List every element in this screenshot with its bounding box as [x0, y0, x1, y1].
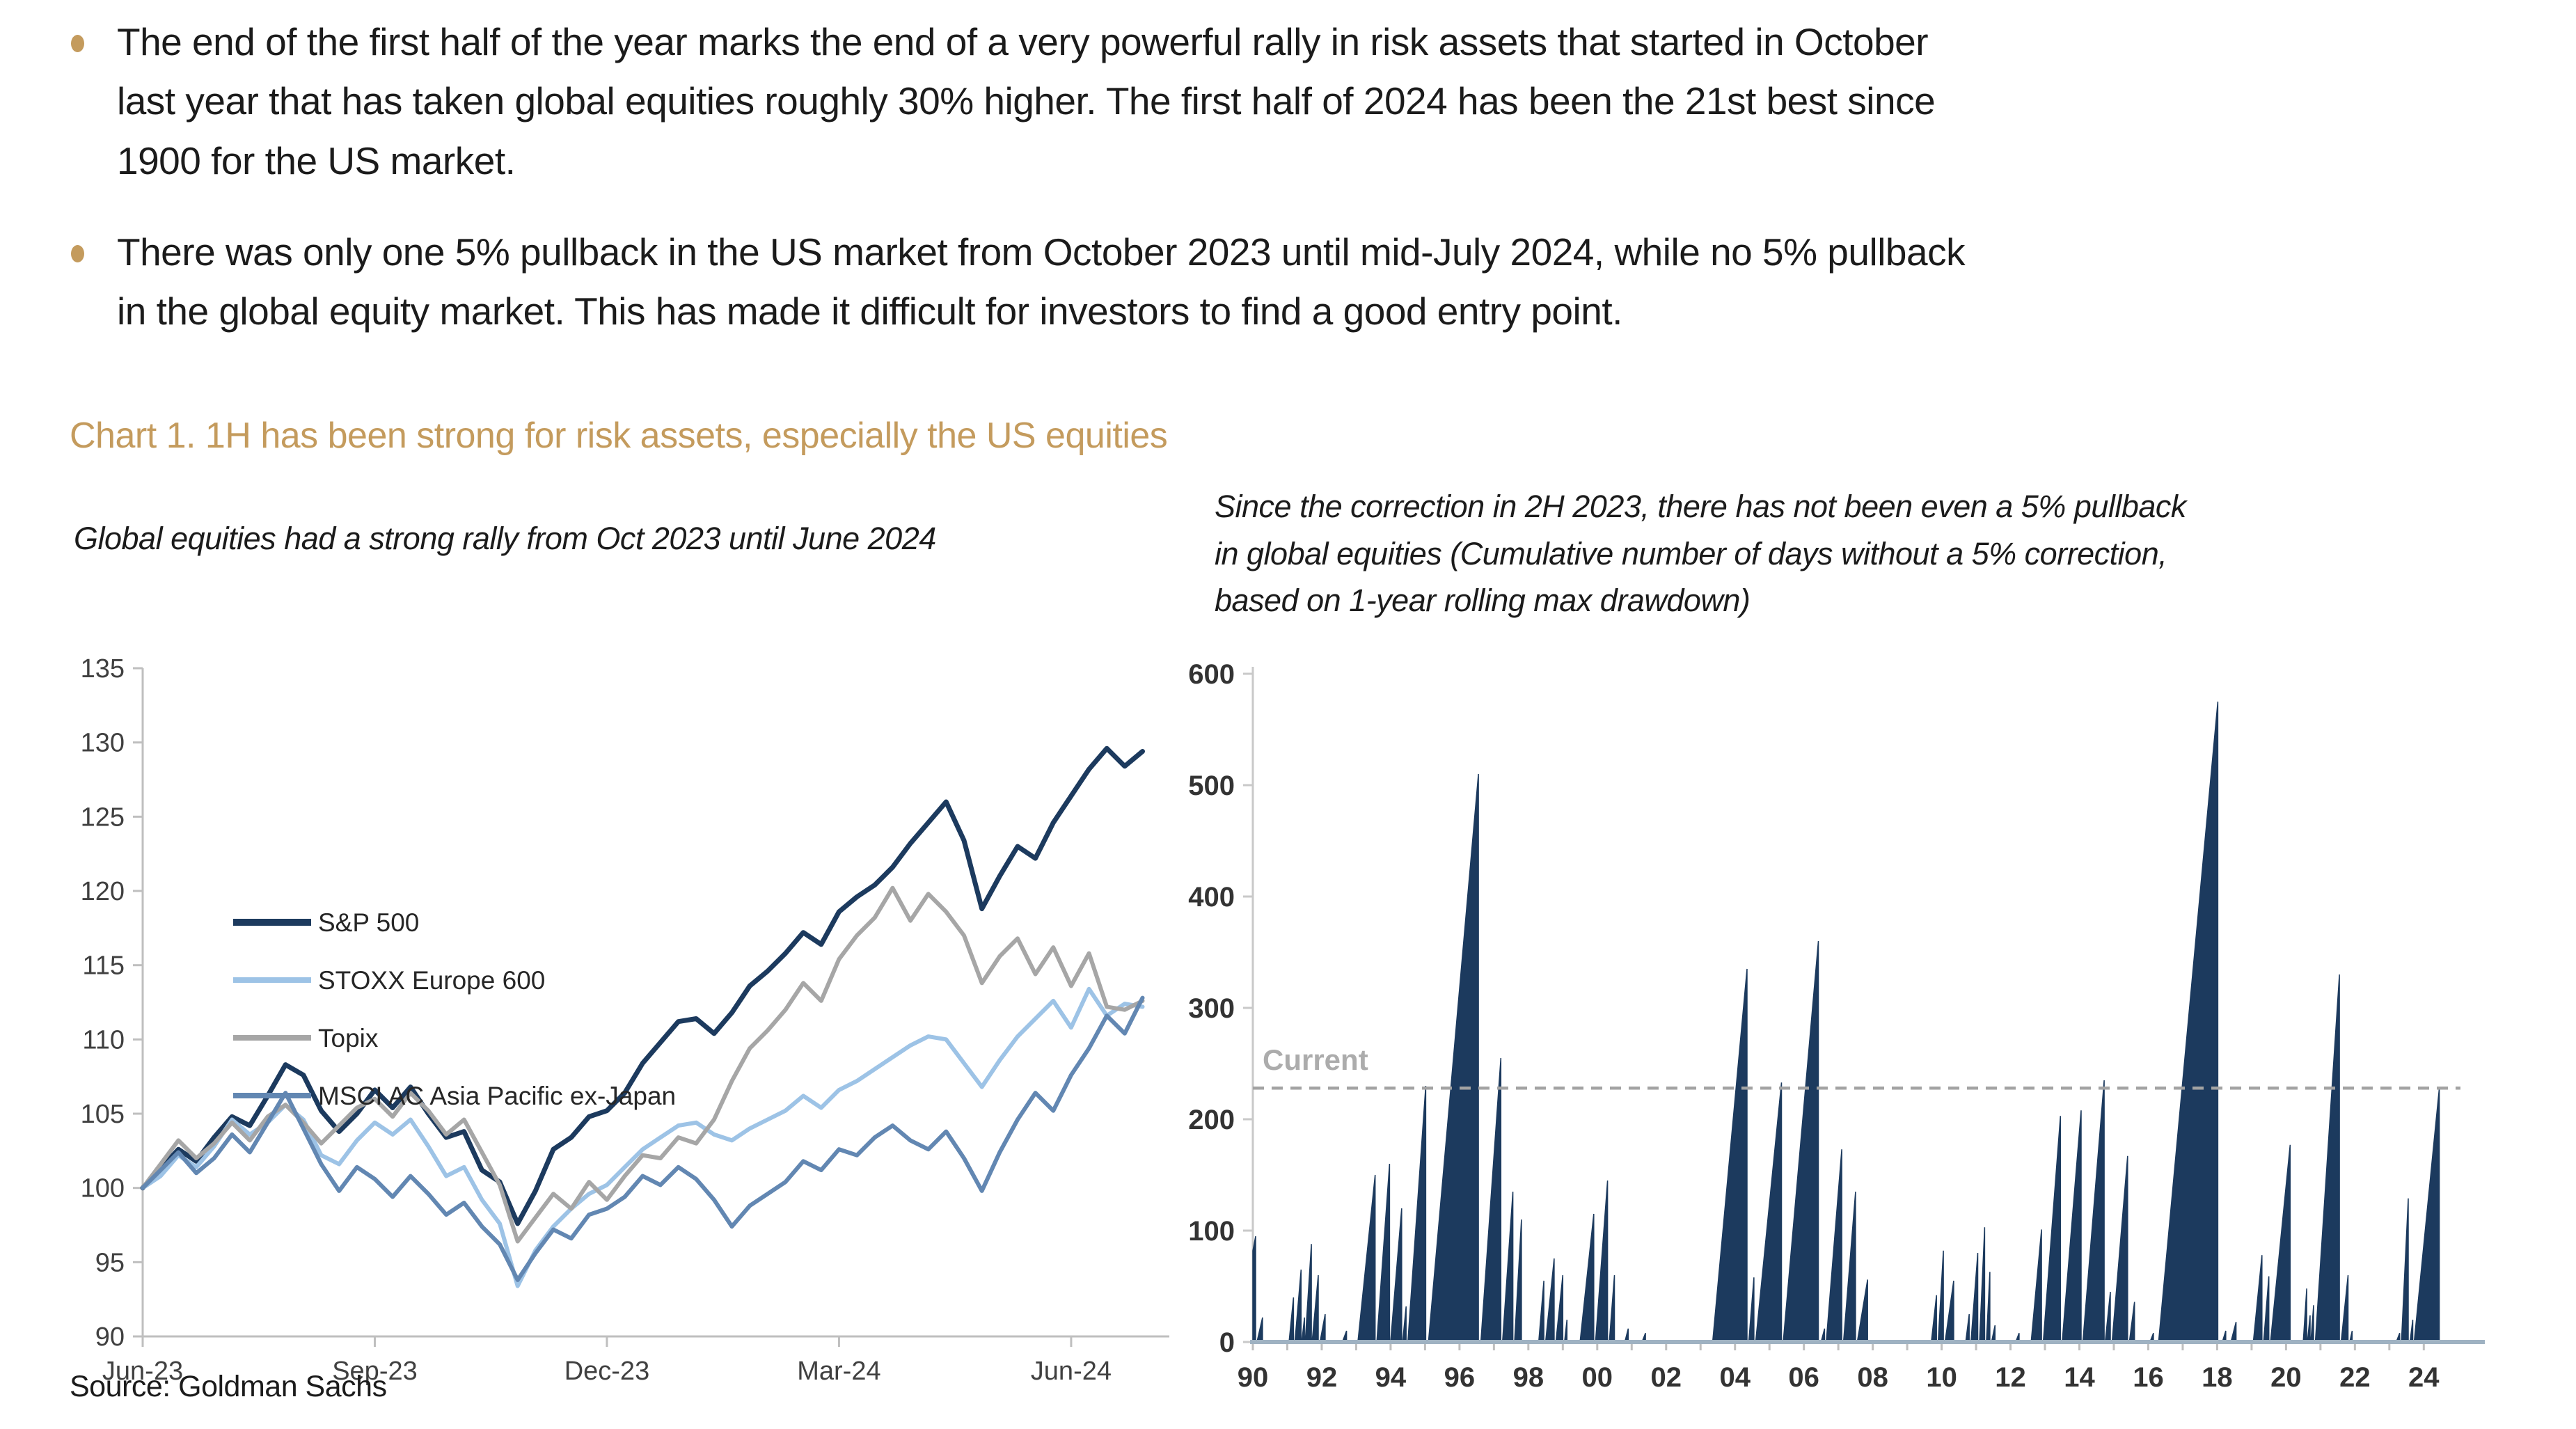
tick-label: Jun-24	[1031, 1357, 1112, 1386]
tick-label: 98	[1513, 1362, 1544, 1393]
legend-item: S&P 500	[233, 908, 419, 937]
tick-label: 04	[1719, 1362, 1751, 1393]
tick-label: 92	[1306, 1362, 1338, 1393]
legend-item: MSCI AC Asia Pacific ex-Japan	[233, 1082, 676, 1110]
tick-label: 200	[1188, 1105, 1235, 1135]
left-y-tick-labels: 90 95 100 105 110 115 120 125 130 135	[81, 654, 125, 1352]
left-chart-legend: S&P 500 STOXX Europe 600 Topix MSCI AC Asia…	[233, 908, 676, 1110]
current-label: Current	[1263, 1043, 1368, 1076]
bullet-dot-icon	[71, 35, 84, 52]
tick-label: 95	[95, 1248, 125, 1277]
legend-label: STOXX Europe 600	[318, 966, 545, 995]
bullet-item: There was only one 5% pullback in the US…	[70, 223, 2506, 342]
tick-label: 10	[1926, 1362, 1957, 1393]
right-y-tick-labels: 0 100 200 300 400 500 600	[1188, 659, 1235, 1358]
bullet-text: The end of the first half of the year ma…	[117, 20, 1936, 182]
series-line-stoxx-europe-600	[141, 986, 1145, 1288]
tick-label: 105	[81, 1100, 125, 1129]
tick-label: Mar-24	[797, 1357, 880, 1386]
tick-label: 14	[2064, 1362, 2095, 1393]
tick-label: 90	[1238, 1362, 1269, 1393]
bullet-list: The end of the first half of the year ma…	[70, 13, 2506, 373]
tick-label: 18	[2202, 1362, 2233, 1393]
source-note: Source: Goldman Sachs	[70, 1370, 387, 1403]
bullet-item: The end of the first half of the year ma…	[70, 13, 2506, 191]
tick-label: Dec-23	[564, 1357, 650, 1386]
tick-label: 96	[1444, 1362, 1476, 1393]
right-area-chart: 0 100 200 300 400 500 600 90 92 94 96 98 00 02 04 06 08 1…	[1188, 659, 2485, 1393]
series-line-topix	[141, 885, 1145, 1244]
tick-label: 16	[2133, 1362, 2164, 1393]
bullet-text: There was only one 5% pullback in the US…	[117, 230, 1966, 333]
tick-label: 600	[1188, 659, 1235, 690]
tick-label: 115	[82, 952, 125, 981]
tick-label: 100	[1188, 1216, 1235, 1247]
tick-label: 500	[1188, 771, 1235, 801]
tick-label: 120	[81, 877, 125, 906]
tick-label: 08	[1857, 1362, 1888, 1393]
bullet-dot-icon	[71, 244, 84, 262]
legend-label: Topix	[318, 1024, 379, 1052]
tick-label: 00	[1582, 1362, 1613, 1393]
chart-section-title: Chart 1. 1H has been strong for risk ass…	[70, 416, 1168, 456]
tick-label: 125	[81, 803, 125, 832]
tick-label: 02	[1651, 1362, 1682, 1393]
tick-label: Jun-23	[102, 1357, 183, 1386]
tick-label: 400	[1188, 882, 1235, 913]
left-axes	[133, 667, 1169, 1347]
left-chart-subtitle: Global equities had a strong rally from …	[74, 521, 936, 556]
tick-label: 130	[81, 729, 125, 758]
tick-label: 300	[1188, 993, 1235, 1024]
left-x-tick-labels: Jun-23 Sep-23 Dec-23 Mar-24 Jun-24	[102, 1357, 1112, 1386]
tick-label: 20	[2270, 1362, 2302, 1393]
tick-label: 22	[2339, 1362, 2371, 1393]
days-without-correction-area	[1252, 701, 2440, 1343]
tick-label: 90	[95, 1323, 125, 1352]
tick-label: 110	[82, 1025, 125, 1055]
tick-label: 94	[1375, 1362, 1407, 1393]
legend-label: MSCI AC Asia Pacific ex-Japan	[318, 1082, 676, 1110]
tick-label: 12	[1995, 1362, 2026, 1393]
tick-label: Sep-23	[332, 1357, 418, 1386]
right-x-tick-labels: 90 92 94 96 98 00 02 04 06 08 10 12 14 16 18 20 22 24	[1238, 1362, 2440, 1393]
tick-label: 0	[1219, 1327, 1235, 1358]
legend-item: Topix	[233, 1024, 379, 1052]
series-line-s-p-500	[140, 745, 1145, 1226]
tick-label: 100	[81, 1174, 125, 1203]
legend-item: STOXX Europe 600	[233, 966, 545, 995]
tick-label: 24	[2408, 1362, 2440, 1393]
tick-label: 06	[1788, 1362, 1819, 1393]
right-chart-subtitle: Since the correction in 2H 2023, there h…	[1215, 489, 2186, 618]
tick-label: 135	[81, 654, 125, 684]
series-line-msci-ac-asia-pacific-ex-japan	[141, 995, 1145, 1282]
legend-label: S&P 500	[318, 908, 419, 937]
left-line-chart: 90 95 100 105 110 115 120 125 130 135 Jun-23 Sep-23…	[81, 654, 1169, 1386]
